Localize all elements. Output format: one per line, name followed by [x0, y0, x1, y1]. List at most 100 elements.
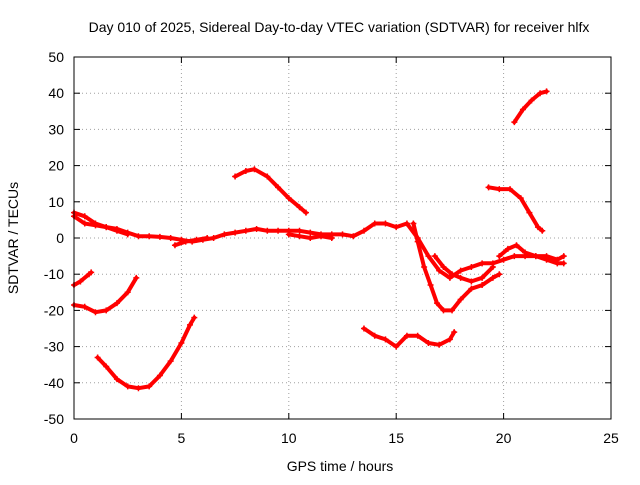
data-point: [511, 253, 518, 260]
data-point: [167, 235, 174, 241]
data-point: [113, 376, 120, 383]
data-point: [146, 383, 153, 390]
data-point: [124, 289, 131, 296]
data-point: [171, 242, 178, 249]
data-point: [285, 231, 292, 238]
series-s8: [71, 274, 140, 316]
series-s14: [511, 88, 550, 126]
data-point: [507, 186, 514, 193]
series-line: [411, 221, 502, 313]
data-point: [393, 224, 400, 231]
y-tick-label: -10: [44, 266, 64, 282]
data-point: [425, 339, 432, 346]
data-point: [103, 224, 110, 231]
series-s3: [171, 235, 211, 249]
y-tick-label: -40: [44, 375, 64, 391]
data-point: [360, 227, 367, 234]
data-point: [360, 325, 367, 332]
data-point: [307, 235, 314, 241]
data-point: [468, 263, 475, 270]
data-point: [186, 321, 193, 328]
data-point: [178, 339, 185, 346]
series-line: [486, 185, 545, 233]
y-tick-label: 30: [48, 121, 64, 137]
series-s2: [71, 209, 131, 238]
data-point: [210, 235, 217, 241]
data-point: [468, 285, 475, 292]
data-point: [440, 263, 447, 270]
series-s10: [232, 166, 309, 216]
data-point: [393, 343, 400, 350]
data-point: [221, 231, 228, 238]
data-point: [328, 235, 335, 241]
data-point: [382, 336, 389, 343]
data-point: [489, 274, 496, 281]
series-line: [233, 167, 308, 215]
data-point: [253, 225, 260, 232]
series-line: [95, 315, 197, 391]
series-s9: [94, 314, 198, 392]
data-point: [232, 173, 239, 180]
y-tick-label: -30: [44, 339, 64, 355]
data-point: [449, 271, 456, 278]
data-point: [468, 278, 475, 285]
data-point: [528, 97, 535, 104]
data-point: [496, 186, 503, 193]
data-point: [534, 224, 541, 231]
x-tick-label: 20: [496, 430, 512, 446]
data-point: [511, 119, 518, 126]
data-point: [77, 278, 84, 285]
data-point: [425, 253, 432, 260]
grid-layer: [74, 57, 611, 419]
data-point: [526, 209, 533, 216]
y-tick-label: -20: [44, 302, 64, 318]
y-tick-label: 20: [48, 158, 64, 174]
data-point: [403, 332, 410, 339]
series-s5: [431, 253, 496, 285]
data-point: [92, 309, 99, 316]
data-point: [135, 233, 142, 240]
data-point: [81, 303, 88, 310]
data-point: [275, 184, 282, 191]
data-point: [307, 229, 314, 236]
data-point: [457, 274, 464, 281]
data-point: [403, 220, 410, 227]
series-s12: [410, 220, 503, 314]
data-point: [146, 233, 153, 240]
data-point: [232, 229, 239, 236]
data-point: [193, 236, 200, 243]
data-point: [88, 269, 95, 276]
data-point: [451, 329, 458, 336]
data-point: [532, 253, 539, 260]
data-point: [339, 231, 346, 238]
data-point: [264, 173, 271, 180]
data-point: [414, 238, 421, 245]
data-point: [539, 227, 546, 234]
data-point: [296, 204, 303, 211]
series-line: [512, 89, 549, 125]
data-point: [414, 332, 421, 339]
y-tick-label: 50: [48, 49, 64, 65]
series-s11: [360, 325, 458, 350]
data-point: [449, 307, 456, 314]
tick-layer: 0 5 10 15 20 25 -50 -40 -30 -20 -10 0 10 20 30 40 50: [44, 49, 619, 446]
data-point: [81, 213, 88, 220]
data-point: [427, 282, 434, 289]
data-point: [436, 341, 443, 348]
data-point: [496, 253, 503, 260]
series-s4: [285, 231, 335, 241]
x-tick-label: 10: [281, 430, 297, 446]
data-point: [543, 253, 550, 260]
data-point: [504, 245, 511, 252]
data-point: [204, 235, 211, 241]
data-point: [479, 274, 486, 281]
data-point: [382, 220, 389, 227]
data-point: [156, 233, 163, 240]
data-point: [124, 231, 131, 238]
data-point: [296, 233, 303, 240]
data-point: [113, 227, 120, 234]
data-point: [446, 336, 453, 343]
data-point: [431, 253, 438, 260]
data-point: [251, 166, 258, 173]
